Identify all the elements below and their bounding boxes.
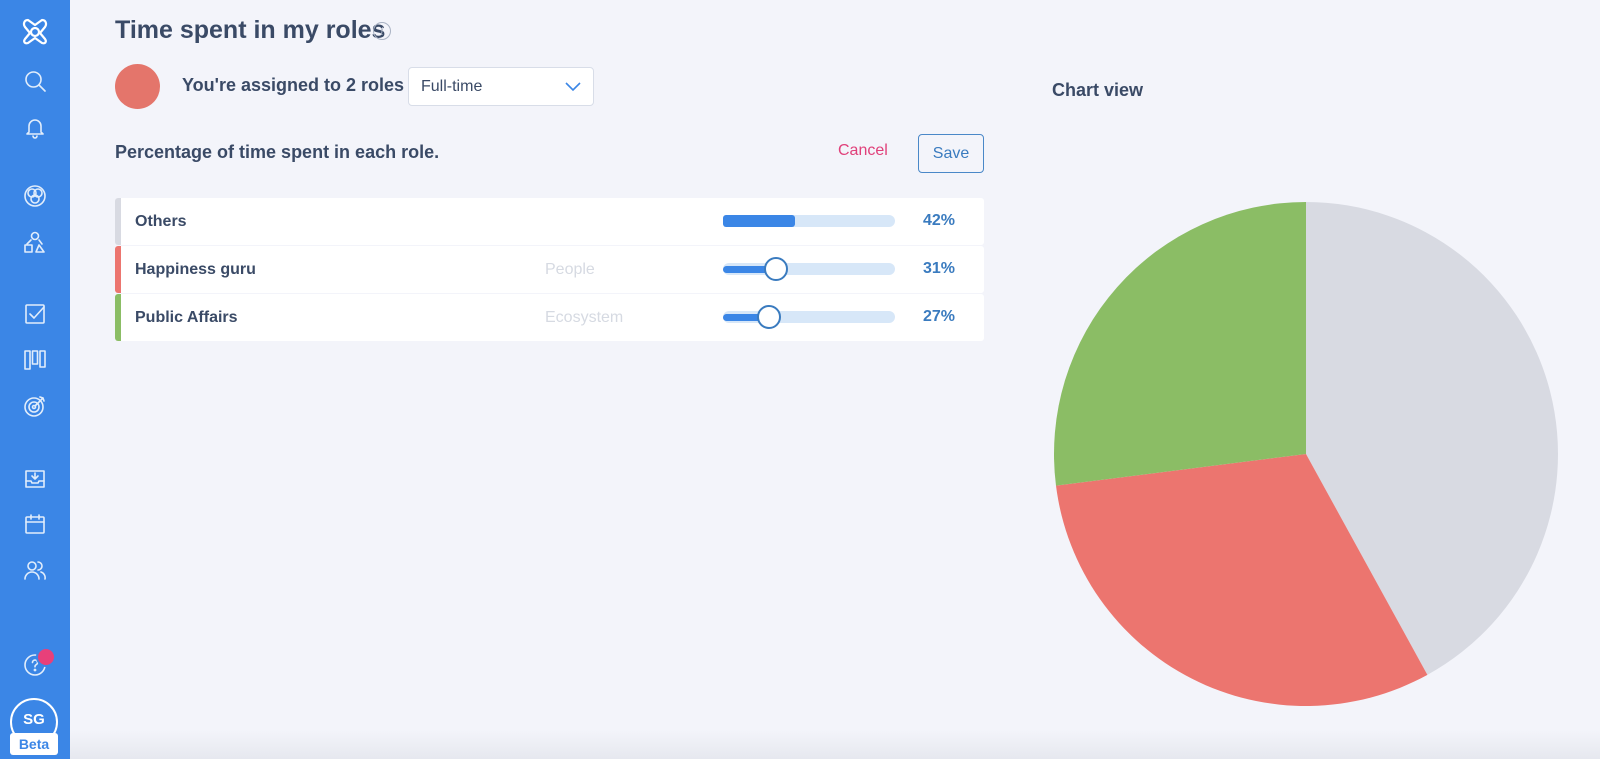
calendar-icon[interactable] bbox=[17, 506, 53, 542]
cancel-button[interactable]: Cancel bbox=[838, 142, 888, 159]
inbox-icon[interactable] bbox=[17, 461, 53, 497]
role-avatar bbox=[115, 64, 160, 109]
section-heading: Percentage of time spent in each role. bbox=[115, 142, 440, 162]
save-button[interactable]: Save bbox=[918, 134, 984, 173]
role-slider-track[interactable] bbox=[723, 305, 895, 329]
role-progress-fill bbox=[723, 215, 795, 227]
role-row-others: Others 42% bbox=[115, 198, 984, 245]
pie-slice-others bbox=[1306, 202, 1558, 675]
user-initials: SG bbox=[23, 710, 45, 728]
notification-dot bbox=[36, 647, 56, 667]
employment-type-select[interactable]: Full-time bbox=[408, 67, 594, 106]
role-row-public-affairs: Public Affairs Ecosystem 27% bbox=[115, 294, 984, 341]
circles-icon[interactable] bbox=[17, 178, 53, 214]
bottom-shade bbox=[70, 730, 1600, 759]
employment-type-value: Full-time bbox=[421, 77, 483, 95]
role-slider-fill bbox=[723, 266, 776, 273]
role-label: Public Affairs bbox=[135, 309, 238, 326]
role-slider-track[interactable] bbox=[723, 257, 895, 281]
chart-view-title: Chart view bbox=[1052, 80, 1144, 100]
logo-icon[interactable] bbox=[17, 13, 53, 49]
pie-slice-public-affairs bbox=[1054, 202, 1306, 486]
search-icon[interactable] bbox=[17, 63, 53, 99]
role-percent: 27% bbox=[923, 308, 956, 325]
role-row-happiness-guru: Happiness guru People 31% bbox=[115, 246, 984, 293]
role-label: Others bbox=[135, 213, 187, 230]
beta-badge: Beta bbox=[10, 733, 58, 755]
role-progress-track bbox=[723, 215, 895, 227]
board-icon[interactable] bbox=[17, 342, 53, 378]
info-icon[interactable]: i bbox=[373, 22, 391, 40]
checkbox-icon[interactable] bbox=[17, 296, 53, 332]
role-slider-fill bbox=[723, 314, 769, 321]
role-slider-thumb[interactable] bbox=[764, 257, 788, 281]
role-team: Ecosystem bbox=[545, 309, 624, 326]
role-percent: 31% bbox=[923, 260, 956, 277]
people-icon[interactable] bbox=[17, 552, 53, 588]
chevron-down-icon bbox=[565, 81, 581, 91]
sidebar: SG Beta bbox=[0, 0, 70, 759]
role-team: People bbox=[545, 261, 595, 278]
role-color-bar bbox=[115, 198, 121, 245]
assigned-roles-text: You're assigned to 2 roles bbox=[182, 75, 405, 95]
shapes-icon[interactable] bbox=[17, 224, 53, 260]
pie-chart bbox=[1054, 202, 1558, 706]
role-slider-thumb[interactable] bbox=[757, 305, 781, 329]
target-icon[interactable] bbox=[17, 388, 53, 424]
pie-slice-happiness-guru bbox=[1055, 454, 1428, 706]
role-color-bar bbox=[115, 294, 121, 341]
bell-icon[interactable] bbox=[17, 109, 53, 145]
role-percent: 42% bbox=[923, 212, 956, 229]
role-color-bar bbox=[115, 246, 121, 293]
role-label: Happiness guru bbox=[135, 261, 256, 278]
page-title: Time spent in my roles bbox=[115, 16, 386, 44]
